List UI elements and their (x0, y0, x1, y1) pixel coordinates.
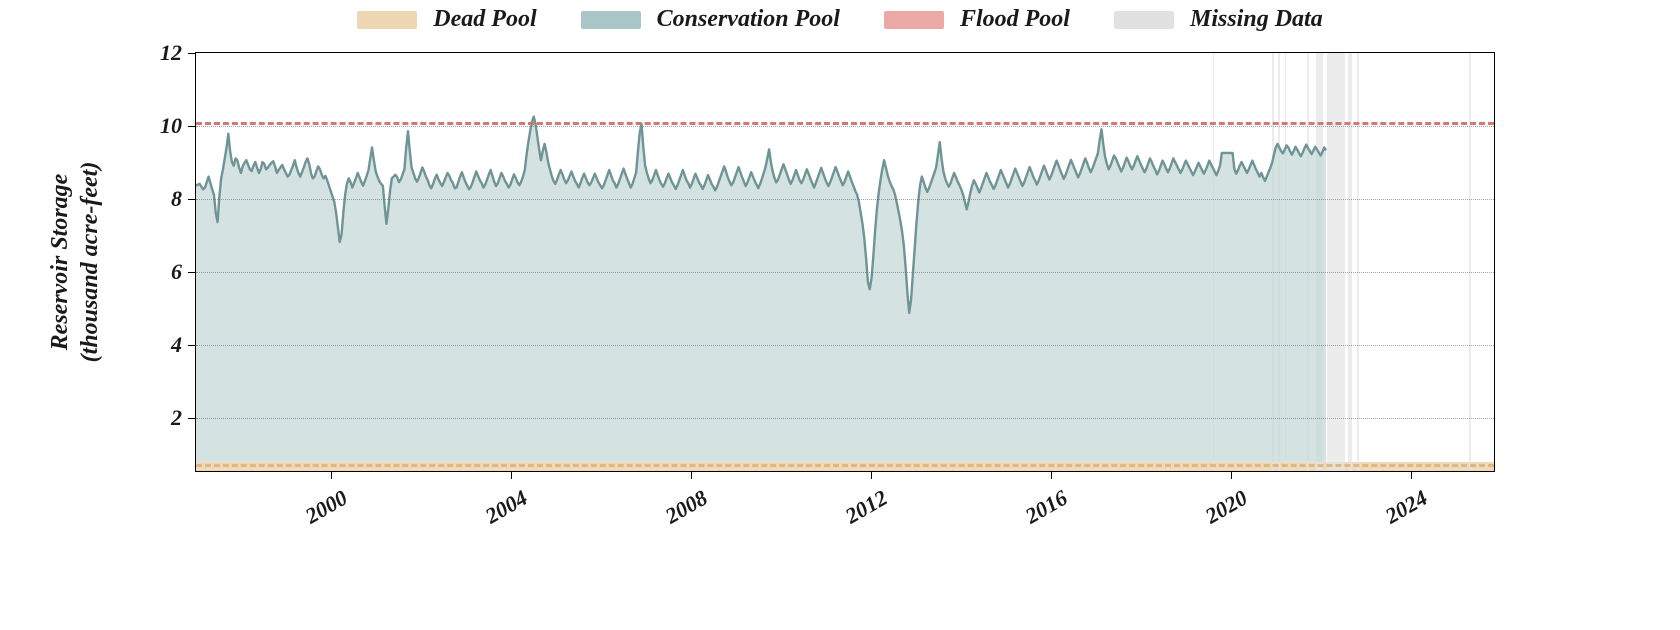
x-tick-label: 2024 (1375, 476, 1431, 529)
gridline (196, 272, 1494, 273)
y-tick-label: 2 (171, 405, 196, 431)
legend-label-dead: Dead Pool (433, 6, 536, 33)
x-tick-label: 2000 (296, 476, 352, 529)
legend-swatch-dead (357, 11, 417, 29)
y-tick-label: 8 (171, 186, 196, 212)
x-tick-label: 2012 (836, 476, 892, 529)
y-axis-label-line1: Reservoir Storage (47, 174, 73, 351)
legend-label-flood: Flood Pool (960, 6, 1070, 33)
plot-inner (196, 53, 1494, 471)
legend-swatch-cons (581, 11, 641, 29)
y-tick-label: 12 (160, 40, 196, 66)
x-tick-label: 2004 (476, 476, 532, 529)
legend-label-missing: Missing Data (1190, 6, 1323, 33)
x-tick-label: 2016 (1016, 476, 1072, 529)
storage-series (196, 53, 1494, 471)
legend-swatch-flood (884, 11, 944, 29)
conservation-top-line (196, 122, 1494, 125)
legend: Dead Pool Conservation Pool Flood Pool Miss… (0, 6, 1680, 36)
reservoir-storage-chart: Dead Pool Conservation Pool Flood Pool Miss… (0, 0, 1680, 630)
plot-area: 24681012 2000200420082012201620202024 (195, 52, 1495, 472)
legend-label-cons: Conservation Pool (657, 6, 840, 33)
x-tick-label: 2020 (1195, 476, 1251, 529)
legend-item-missing: Missing Data (1114, 6, 1323, 33)
gridline (196, 418, 1494, 419)
gridline (196, 126, 1494, 127)
gridline (196, 199, 1494, 200)
x-tick-label: 2008 (656, 476, 712, 529)
legend-item-flood: Flood Pool (884, 6, 1070, 33)
y-tick-label: 10 (160, 113, 196, 139)
y-axis-label: Reservoir Storage (thousand acre-feet) (45, 162, 105, 363)
y-axis-label-line2: (thousand acre-feet) (77, 162, 103, 363)
dead-pool-top-line (196, 464, 1494, 467)
y-tick-label: 6 (171, 259, 196, 285)
legend-swatch-missing (1114, 11, 1174, 29)
legend-item-dead: Dead Pool (357, 6, 536, 33)
legend-item-cons: Conservation Pool (581, 6, 840, 33)
gridline (196, 345, 1494, 346)
y-tick-label: 4 (171, 332, 196, 358)
